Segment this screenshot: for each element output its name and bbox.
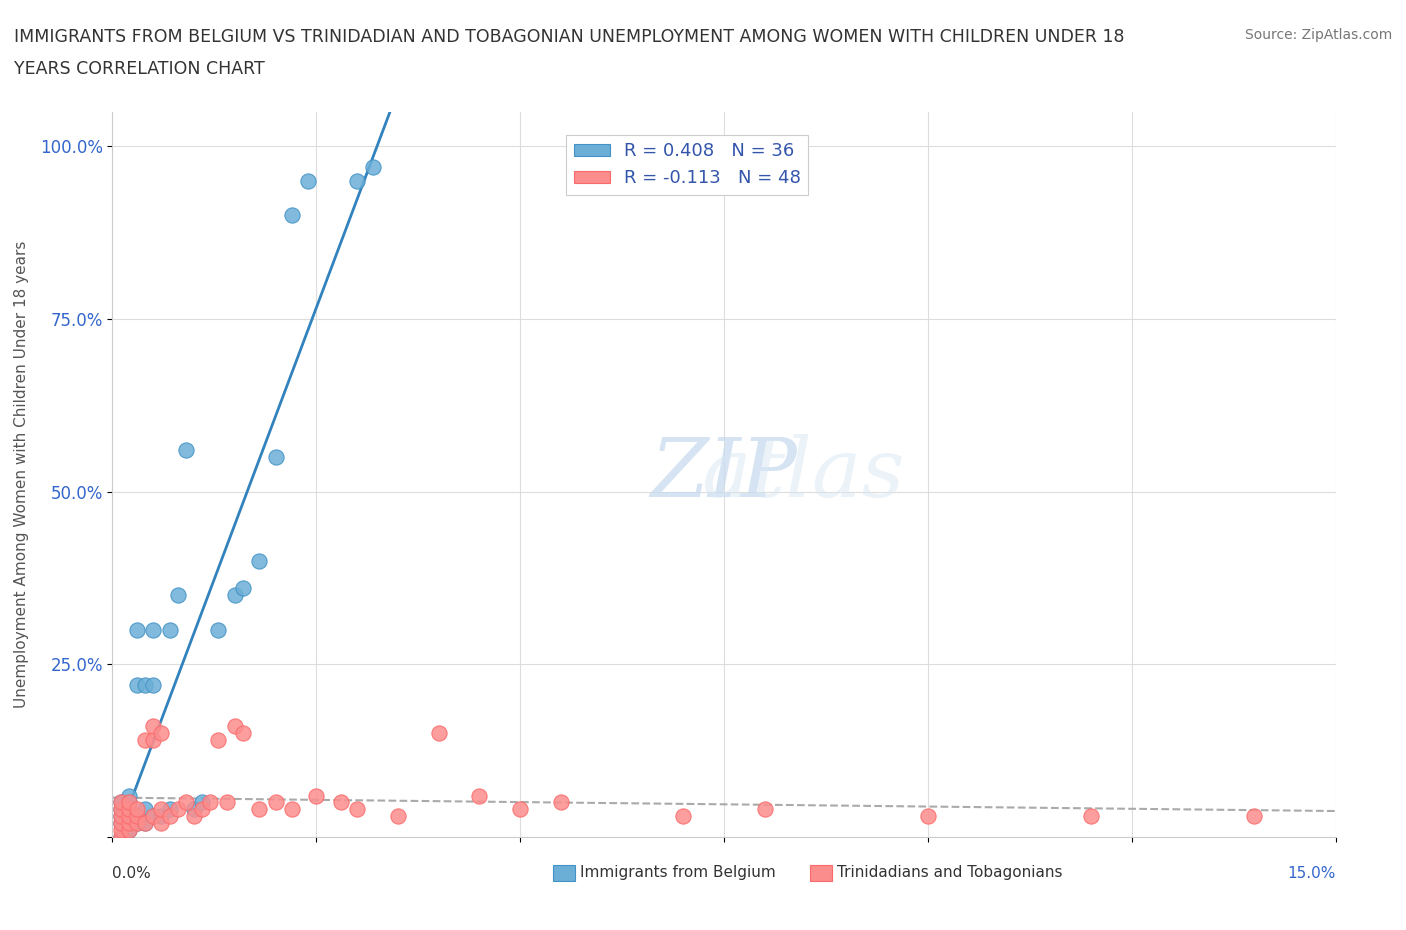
Point bbox=[346, 802, 368, 817]
Point bbox=[110, 830, 132, 844]
Point bbox=[468, 788, 491, 803]
Point bbox=[125, 622, 148, 637]
Point bbox=[174, 443, 197, 458]
Point bbox=[134, 733, 156, 748]
Point bbox=[297, 173, 319, 188]
Point bbox=[247, 802, 270, 817]
Point bbox=[110, 830, 132, 844]
Text: 15.0%: 15.0% bbox=[1288, 866, 1336, 881]
Text: Immigrants from Belgium: Immigrants from Belgium bbox=[579, 865, 776, 880]
Point bbox=[134, 816, 156, 830]
Point bbox=[110, 816, 132, 830]
Text: YEARS CORRELATION CHART: YEARS CORRELATION CHART bbox=[14, 60, 264, 78]
Point bbox=[142, 622, 165, 637]
Point bbox=[142, 809, 165, 824]
Point bbox=[159, 802, 181, 817]
Point bbox=[150, 802, 173, 817]
Point bbox=[118, 788, 141, 803]
Point bbox=[125, 809, 148, 824]
Point bbox=[150, 809, 173, 824]
Point bbox=[134, 678, 156, 693]
Text: IMMIGRANTS FROM BELGIUM VS TRINIDADIAN AND TOBAGONIAN UNEMPLOYMENT AMONG WOMEN W: IMMIGRANTS FROM BELGIUM VS TRINIDADIAN A… bbox=[14, 28, 1125, 46]
Point bbox=[118, 823, 141, 838]
Point bbox=[118, 795, 141, 810]
Point bbox=[281, 802, 304, 817]
Point bbox=[150, 816, 173, 830]
Point bbox=[183, 809, 205, 824]
Point bbox=[159, 622, 181, 637]
FancyBboxPatch shape bbox=[810, 865, 832, 881]
Point bbox=[110, 802, 132, 817]
Point bbox=[118, 809, 141, 824]
Point bbox=[134, 816, 156, 830]
FancyBboxPatch shape bbox=[553, 865, 575, 881]
Point bbox=[215, 795, 238, 810]
Point bbox=[150, 726, 173, 741]
Point bbox=[110, 809, 132, 824]
Point bbox=[1080, 809, 1102, 824]
Point bbox=[125, 678, 148, 693]
Text: atlas: atlas bbox=[543, 434, 905, 514]
Point bbox=[191, 802, 214, 817]
Point bbox=[118, 809, 141, 824]
Point bbox=[191, 795, 214, 810]
Point bbox=[200, 795, 222, 810]
Point bbox=[387, 809, 409, 824]
Point bbox=[247, 553, 270, 568]
Point bbox=[427, 726, 450, 741]
Point bbox=[550, 795, 572, 810]
Point bbox=[110, 795, 132, 810]
Point bbox=[142, 733, 165, 748]
Point bbox=[232, 581, 254, 596]
Point bbox=[118, 795, 141, 810]
Point bbox=[110, 816, 132, 830]
Point bbox=[509, 802, 531, 817]
Point bbox=[183, 802, 205, 817]
Point bbox=[110, 795, 132, 810]
Point bbox=[264, 449, 287, 464]
Point bbox=[917, 809, 939, 824]
Point bbox=[329, 795, 352, 810]
Point bbox=[118, 816, 141, 830]
Point bbox=[110, 823, 132, 838]
Point bbox=[224, 719, 246, 734]
Point bbox=[125, 816, 148, 830]
Point bbox=[264, 795, 287, 810]
Point bbox=[110, 802, 132, 817]
Point bbox=[142, 678, 165, 693]
Text: Source: ZipAtlas.com: Source: ZipAtlas.com bbox=[1244, 28, 1392, 42]
Point bbox=[142, 809, 165, 824]
Legend: R = 0.408   N = 36, R = -0.113   N = 48: R = 0.408 N = 36, R = -0.113 N = 48 bbox=[567, 135, 808, 194]
Point bbox=[125, 809, 148, 824]
Text: ZIP: ZIP bbox=[651, 434, 797, 514]
Point bbox=[118, 823, 141, 838]
Point bbox=[110, 809, 132, 824]
Y-axis label: Unemployment Among Women with Children Under 18 years: Unemployment Among Women with Children U… bbox=[14, 241, 28, 708]
Point bbox=[125, 802, 148, 817]
Point bbox=[232, 726, 254, 741]
Point bbox=[224, 588, 246, 603]
Point bbox=[159, 809, 181, 824]
Point bbox=[672, 809, 695, 824]
Point bbox=[346, 173, 368, 188]
Point bbox=[118, 802, 141, 817]
Point bbox=[305, 788, 328, 803]
Text: 0.0%: 0.0% bbox=[112, 866, 152, 881]
Point bbox=[754, 802, 776, 817]
Text: Trinidadians and Tobagonians: Trinidadians and Tobagonians bbox=[837, 865, 1062, 880]
Point bbox=[118, 816, 141, 830]
Point bbox=[134, 802, 156, 817]
Point bbox=[174, 795, 197, 810]
Point bbox=[142, 719, 165, 734]
Point bbox=[166, 588, 188, 603]
Point bbox=[1243, 809, 1265, 824]
Point bbox=[207, 622, 229, 637]
Point bbox=[207, 733, 229, 748]
Point bbox=[125, 816, 148, 830]
Point bbox=[363, 159, 385, 174]
Point bbox=[166, 802, 188, 817]
Point bbox=[281, 207, 304, 222]
